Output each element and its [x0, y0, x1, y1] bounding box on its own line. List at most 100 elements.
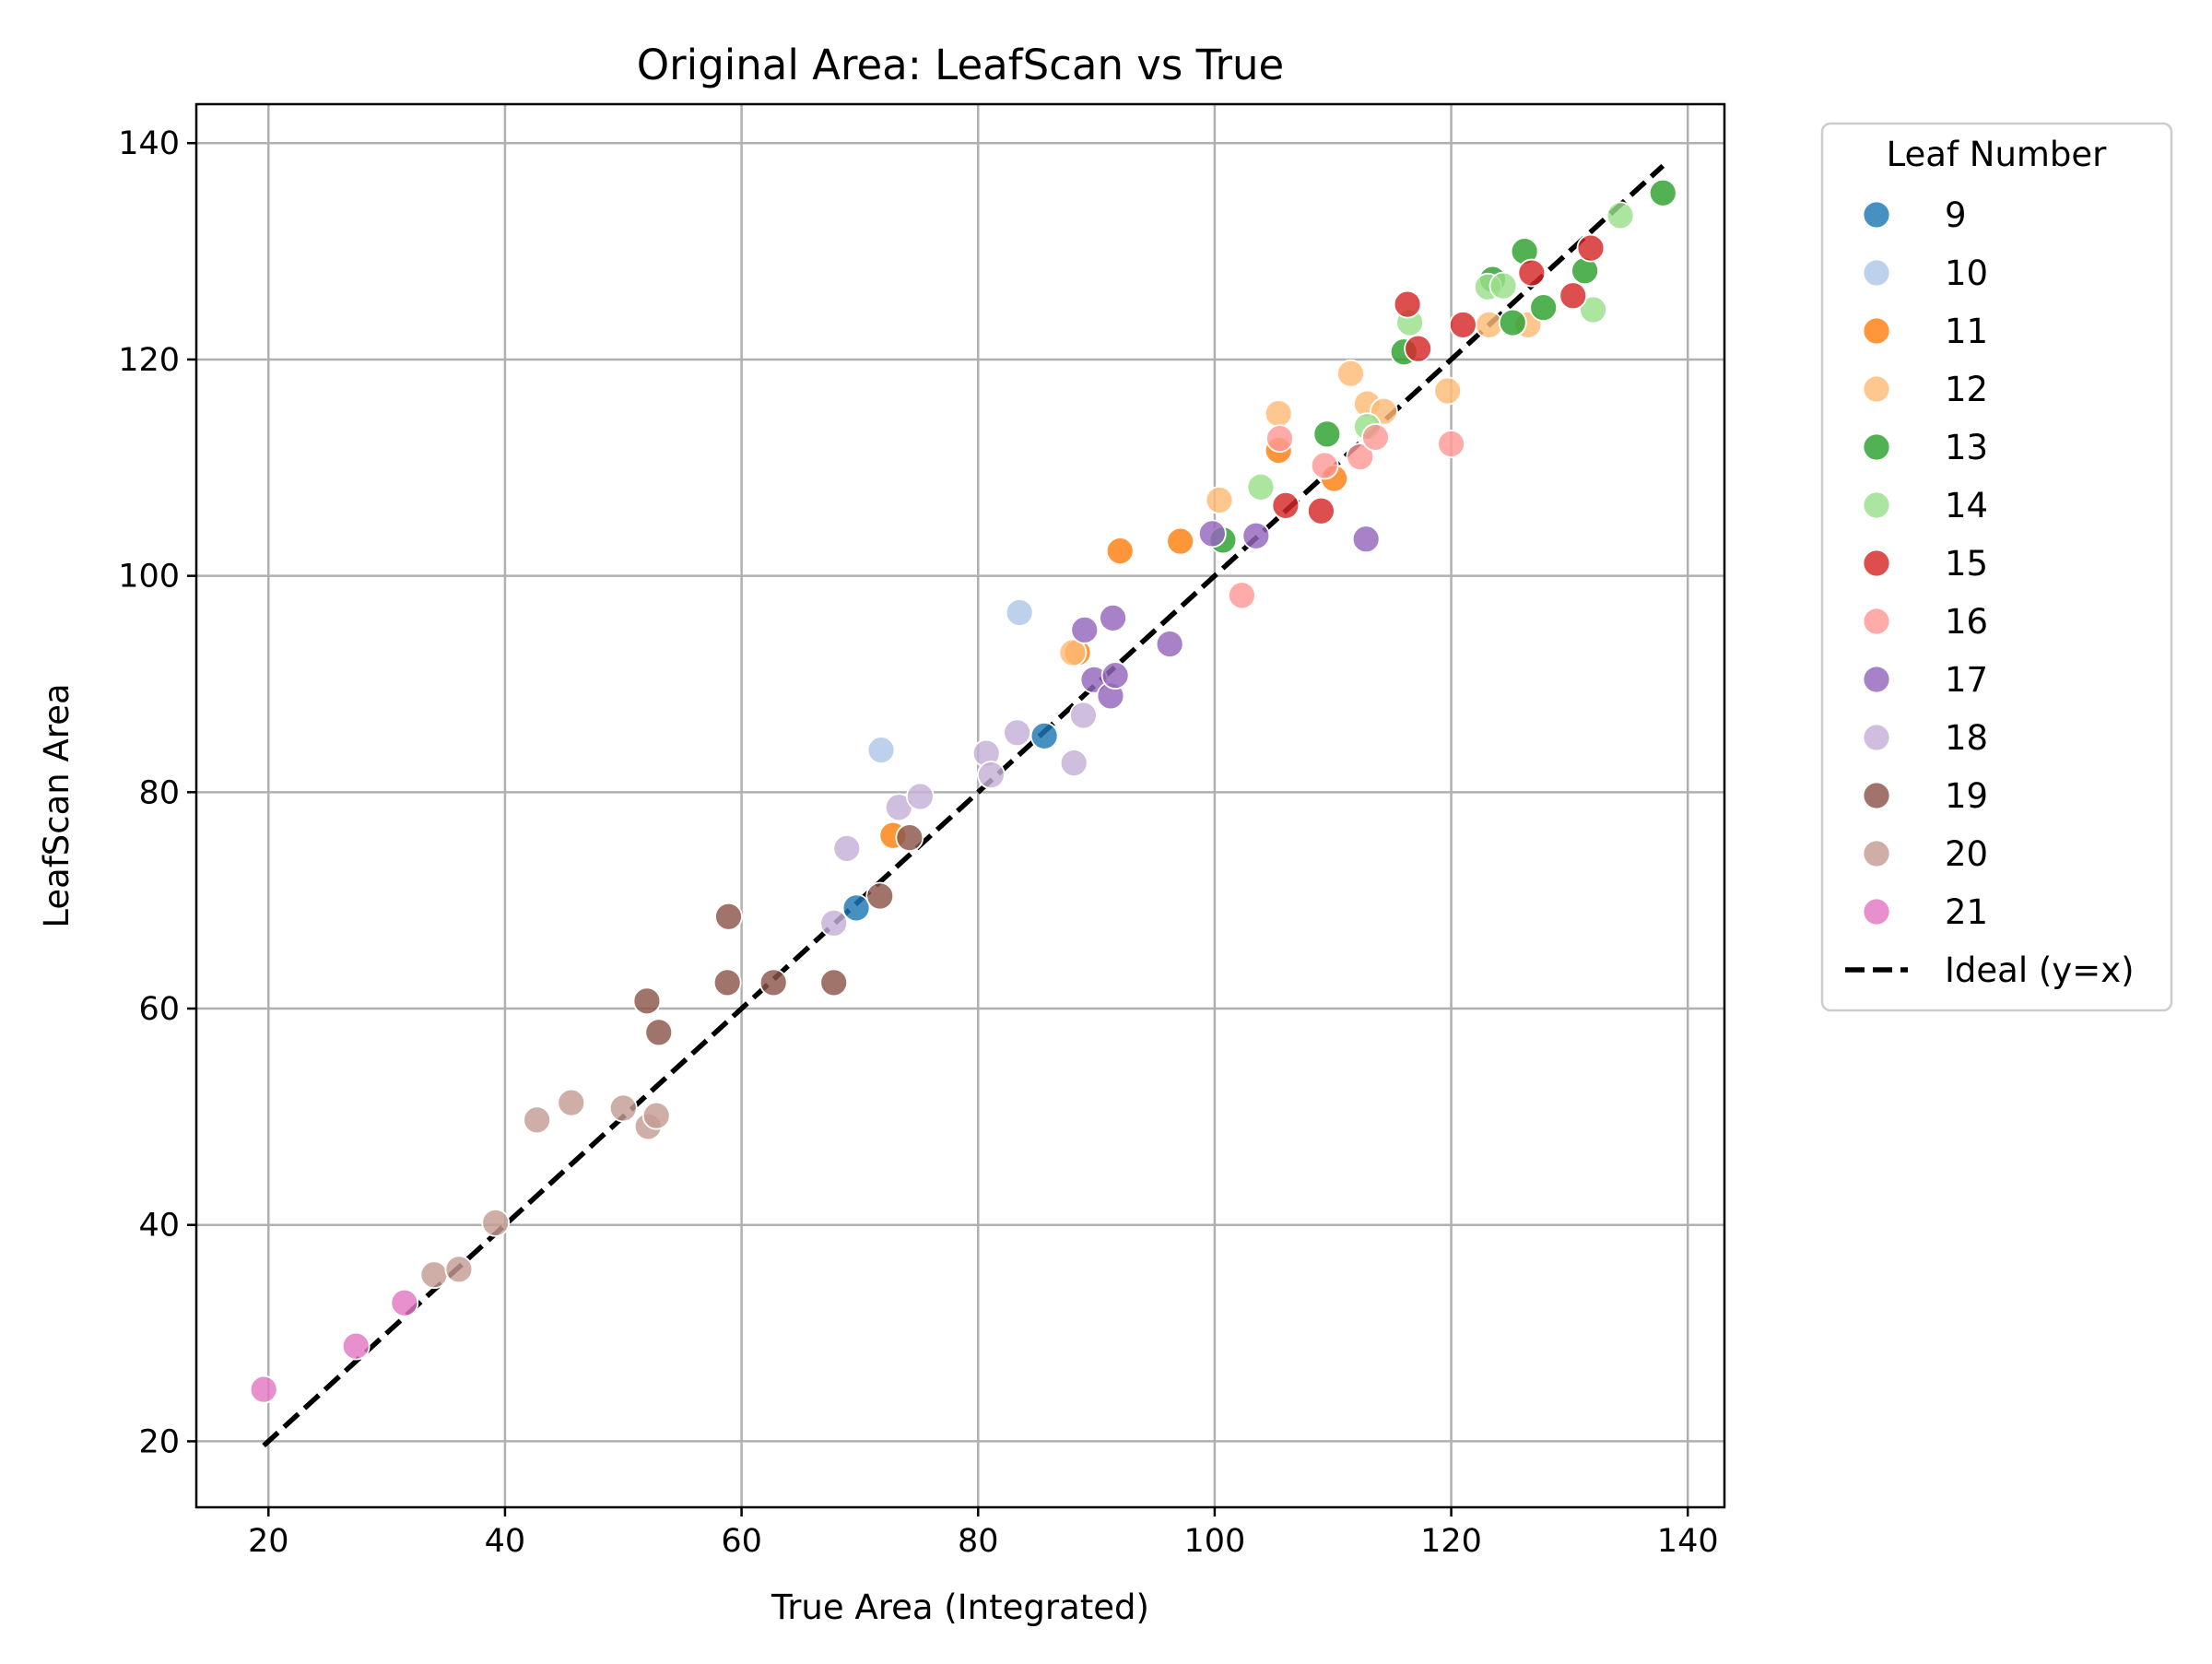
data-point-leaf-15	[1576, 233, 1606, 263]
legend-marker-leaf-14	[1862, 490, 1891, 520]
data-point-leaf-18	[1059, 749, 1088, 778]
legend-label-ideal-line: Ideal (y=x)	[1945, 950, 2135, 990]
data-point-leaf-9	[1030, 721, 1059, 750]
data-point-leaf-17	[1241, 521, 1271, 550]
data-point-leaf-20	[523, 1105, 551, 1135]
legend-label-leaf-17: 17	[1945, 660, 1988, 700]
data-point-leaf-12	[1205, 486, 1234, 514]
data-point-leaf-17	[1099, 604, 1127, 632]
data-point-leaf-13	[1529, 293, 1559, 323]
data-point-leaf-16	[1437, 430, 1465, 458]
data-point-leaf-11	[1166, 526, 1195, 556]
data-point-leaf-14	[1246, 473, 1276, 502]
data-point-leaf-11	[1105, 537, 1135, 566]
data-point-leaf-10	[1005, 598, 1034, 627]
data-point-leaf-10	[866, 736, 896, 764]
legend-marker-leaf-10	[1862, 258, 1891, 288]
legend-label-leaf-13: 13	[1945, 428, 1988, 467]
x-tick-label: 60	[721, 1523, 762, 1560]
plot-area-frame	[194, 102, 1726, 1509]
legend-box	[1820, 122, 2173, 1012]
data-point-leaf-12	[1058, 638, 1088, 667]
legend-label-leaf-12: 12	[1945, 370, 1988, 409]
data-point-leaf-17	[1155, 630, 1184, 658]
x-tick-label: 140	[1657, 1523, 1719, 1560]
x-tick-label: 120	[1420, 1523, 1482, 1560]
scatter-points-layer	[249, 178, 1677, 1404]
legend-marker-leaf-20	[1862, 839, 1891, 868]
x-tick-label: 20	[248, 1523, 289, 1560]
data-point-leaf-12	[1264, 399, 1293, 429]
data-point-leaf-14	[1488, 271, 1518, 301]
data-point-leaf-16	[1361, 423, 1390, 452]
data-point-leaf-16	[1346, 443, 1375, 471]
data-point-leaf-15	[1448, 310, 1477, 339]
data-point-leaf-20	[641, 1101, 671, 1130]
ideal-reference-line	[262, 163, 1665, 1448]
legend-label-leaf-19: 19	[1945, 776, 1988, 816]
data-point-leaf-20	[608, 1093, 638, 1123]
data-point-leaf-19	[714, 902, 743, 931]
data-point-leaf-15	[1271, 490, 1300, 520]
y-axis: 20 40 60 80 100 120 140	[118, 125, 196, 1460]
legend-marker-leaf-18	[1862, 723, 1891, 752]
data-point-leaf-18	[976, 761, 1006, 789]
data-point-leaf-19	[712, 968, 742, 997]
legend-marker-leaf-17	[1862, 665, 1891, 694]
data-point-leaf-19	[632, 986, 662, 1016]
data-point-leaf-15	[1393, 289, 1422, 319]
y-axis-label: LeafScan Area	[37, 683, 76, 927]
grid-layer	[196, 104, 1724, 1507]
legend-marker-leaf-21	[1862, 897, 1891, 926]
y-tick-label: 100	[118, 559, 180, 596]
y-tick-label: 120	[118, 342, 180, 379]
data-point-leaf-12	[1433, 376, 1463, 406]
data-point-leaf-18	[819, 908, 849, 938]
data-point-leaf-17	[1100, 661, 1130, 690]
x-axis-label: True Area (Integrated)	[771, 1587, 1149, 1627]
data-point-leaf-14	[1579, 295, 1607, 325]
data-point-leaf-16	[1265, 424, 1294, 454]
data-point-leaf-16	[1310, 451, 1339, 480]
legend-label-leaf-11: 11	[1945, 312, 1988, 351]
legend-label-leaf-9: 9	[1945, 195, 1967, 235]
data-point-leaf-20	[419, 1260, 449, 1290]
legend-marker-leaf-15	[1862, 549, 1891, 578]
legend-items: 9 10 11 12 13 14 15 16 17 18 19 20 21 Ideal (y=x)	[1845, 195, 2135, 990]
data-point-leaf-18	[1003, 718, 1031, 748]
data-point-leaf-17	[1197, 519, 1227, 549]
legend-marker-leaf-12	[1862, 374, 1891, 404]
legend-label-leaf-20: 20	[1945, 834, 1988, 874]
data-point-leaf-19	[865, 881, 895, 911]
y-tick-label: 140	[118, 125, 180, 162]
x-tick-label: 100	[1183, 1523, 1245, 1560]
data-point-leaf-20	[481, 1208, 511, 1237]
legend-label-leaf-18: 18	[1945, 718, 1988, 758]
legend-label-leaf-14: 14	[1945, 486, 1988, 525]
data-point-leaf-19	[644, 1018, 674, 1047]
data-point-leaf-16	[1228, 581, 1256, 610]
data-point-leaf-15	[1404, 334, 1433, 363]
legend-marker-leaf-19	[1862, 781, 1891, 810]
data-point-leaf-18	[832, 833, 862, 863]
legend-marker-leaf-16	[1862, 607, 1891, 636]
legend-label-leaf-21: 21	[1945, 892, 1988, 932]
legend: Leaf Number 9 10 11 12 13 14 15 16 17 18 19 20 21 Ide…	[1820, 122, 2173, 1012]
legend-label-leaf-16: 16	[1945, 602, 1988, 642]
data-point-leaf-18	[1069, 701, 1098, 730]
data-point-leaf-19	[759, 968, 788, 997]
data-point-leaf-20	[557, 1088, 586, 1117]
data-point-leaf-17	[1070, 615, 1100, 644]
legend-label-leaf-15: 15	[1945, 544, 1988, 584]
data-point-leaf-13	[1648, 178, 1677, 207]
data-point-leaf-15	[1307, 496, 1335, 525]
data-point-leaf-18	[905, 782, 935, 811]
legend-label-leaf-10: 10	[1945, 254, 1988, 293]
legend-marker-leaf-9	[1862, 200, 1891, 230]
y-tick-label: 80	[138, 774, 180, 811]
data-point-leaf-12	[1475, 310, 1504, 339]
x-axis: 20 40 60 80 100 120 140	[248, 1507, 1719, 1560]
legend-title: Leaf Number	[1887, 135, 2108, 174]
